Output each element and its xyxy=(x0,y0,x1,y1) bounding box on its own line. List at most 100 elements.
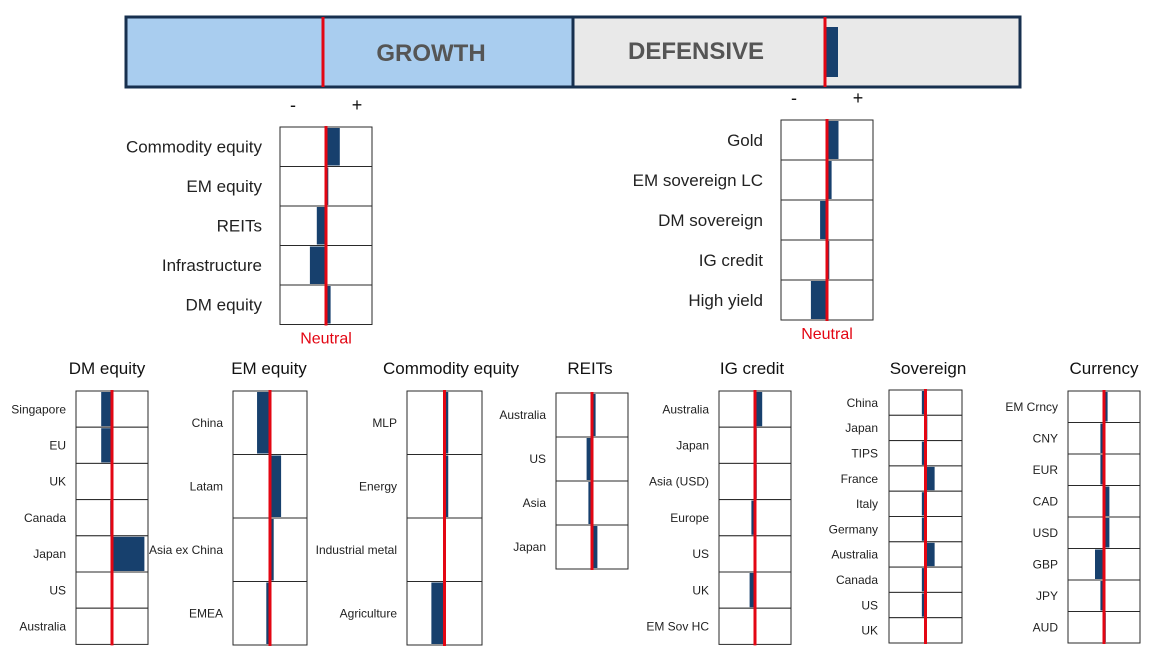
tilt-bar xyxy=(112,536,145,571)
tilt-bar xyxy=(925,466,935,491)
tilt-bar xyxy=(592,526,598,568)
category-label: EM Sov HC xyxy=(646,620,709,634)
category-label: UK xyxy=(49,475,66,489)
category-label: High yield xyxy=(688,291,763,310)
category-label: Canada xyxy=(24,511,66,525)
panel-reits: REITs Australia US Asia Japan xyxy=(499,359,629,570)
growth-panel xyxy=(126,17,574,87)
category-label: Australia xyxy=(662,402,709,416)
category-label: Japan xyxy=(33,547,66,561)
category-label: France xyxy=(841,472,879,486)
category-label: Australia xyxy=(499,408,546,422)
category-label: Europe xyxy=(670,511,709,525)
category-label: GBP xyxy=(1033,557,1058,571)
tilt-bar xyxy=(586,438,592,480)
tilt-bar xyxy=(755,392,763,427)
tilt-bar xyxy=(257,392,270,454)
panel-title: Sovereign xyxy=(890,359,967,378)
tilt-bar xyxy=(101,428,112,463)
neutral-label: Neutral xyxy=(801,326,853,343)
category-label: Australia xyxy=(19,620,66,634)
tilt-bar xyxy=(270,455,282,517)
category-label: China xyxy=(192,416,224,430)
category-label: US xyxy=(861,598,878,612)
tilt-bar xyxy=(266,582,270,644)
category-label: Energy xyxy=(359,479,397,493)
category-label: CAD xyxy=(1033,494,1059,508)
category-label: Japan xyxy=(845,421,878,435)
panel-dm-equity: DM equity Singapore EU UK Canada Japan US Austr… xyxy=(11,359,149,646)
defensive-label: DEFENSIVE xyxy=(628,38,764,65)
panel-sovereign: Sovereign China Japan TIPS France Italy German… xyxy=(829,359,967,644)
category-label: DM sovereign xyxy=(658,211,763,230)
panel-currency: Currency EM Crncy CNY EUR CAD USD GBP JPY AUD xyxy=(1005,359,1141,644)
category-label: Italy xyxy=(856,497,878,511)
tilt-bar xyxy=(101,392,112,427)
category-label: China xyxy=(847,396,879,410)
tilt-bar xyxy=(1104,518,1110,548)
tilt-bar xyxy=(270,519,274,581)
category-label: Asia ex China xyxy=(149,543,223,557)
defensive-tilt-bar xyxy=(826,27,838,77)
category-label: CNY xyxy=(1033,431,1058,445)
tilt-bar xyxy=(1100,455,1104,485)
tilt-bar xyxy=(309,246,326,284)
tilt-bar xyxy=(431,582,445,644)
tilt-bar xyxy=(326,286,331,324)
category-label: TIPS xyxy=(851,446,878,460)
plus-label: + xyxy=(853,88,864,108)
panel-defensive: Gold EM sovereign LC DM sovereign IG credit… xyxy=(633,88,874,343)
panel-title: DM equity xyxy=(69,359,146,378)
category-label: Agriculture xyxy=(340,606,398,620)
category-label: Asia xyxy=(523,496,547,510)
growth-defensive-banner: GROWTH DEFENSIVE xyxy=(124,15,1022,89)
category-label: US xyxy=(49,583,66,597)
neutral-label: Neutral xyxy=(300,331,352,348)
category-label: US xyxy=(529,452,546,466)
category-label: Singapore xyxy=(11,402,66,416)
tilt-bar xyxy=(749,573,755,608)
panel-title: REITs xyxy=(567,359,612,378)
category-label: EU xyxy=(49,439,66,453)
chart-panels: Commodity equity EM equity REITs Infrastruc… xyxy=(11,88,1141,646)
tilt-bar xyxy=(1095,549,1104,579)
category-label: EUR xyxy=(1033,463,1059,477)
category-label: Latam xyxy=(190,479,223,493)
panel-ig-credit: IG credit Australia Japan Asia (USD) Europe U… xyxy=(646,359,792,646)
category-label: Infrastructure xyxy=(162,256,262,275)
tilt-bar xyxy=(820,201,827,239)
tilt-bar xyxy=(751,500,755,535)
category-label: Asia (USD) xyxy=(649,475,709,489)
category-label: EM Crncy xyxy=(1005,400,1058,414)
tilt-bar xyxy=(827,161,832,199)
tilt-bar xyxy=(921,492,926,516)
panel-growth: Commodity equity EM equity REITs Infrastruc… xyxy=(126,95,373,348)
panel-title: EM equity xyxy=(231,359,307,378)
category-label: MLP xyxy=(372,416,397,430)
tilt-bar xyxy=(326,128,340,166)
panel-em-equity: EM equity China Latam Asia ex China EMEA xyxy=(149,359,308,646)
category-label: UK xyxy=(692,583,709,597)
category-label: EM equity xyxy=(186,177,262,196)
panel-commodity-equity: Commodity equity MLP Energy Industrial meta… xyxy=(316,359,520,646)
tilt-bar xyxy=(827,121,839,159)
category-label: Australia xyxy=(831,548,878,562)
minus-label: - xyxy=(791,88,797,108)
category-label: JPY xyxy=(1036,589,1058,603)
defensive-panel xyxy=(574,17,1020,87)
tilt-bar xyxy=(1104,392,1108,422)
tilt-bar xyxy=(316,207,326,245)
panel-title: IG credit xyxy=(720,359,785,378)
category-label: DM equity xyxy=(185,296,262,315)
growth-label: GROWTH xyxy=(376,40,485,67)
tilt-bar xyxy=(921,441,926,465)
category-label: IG credit xyxy=(699,251,764,270)
category-label: USD xyxy=(1033,526,1059,540)
category-label: US xyxy=(692,547,709,561)
tilt-bar xyxy=(925,542,935,567)
category-label: Commodity equity xyxy=(126,138,263,157)
tilt-bar xyxy=(592,394,596,436)
panel-title: Commodity equity xyxy=(383,359,520,378)
category-label: Gold xyxy=(727,131,763,150)
